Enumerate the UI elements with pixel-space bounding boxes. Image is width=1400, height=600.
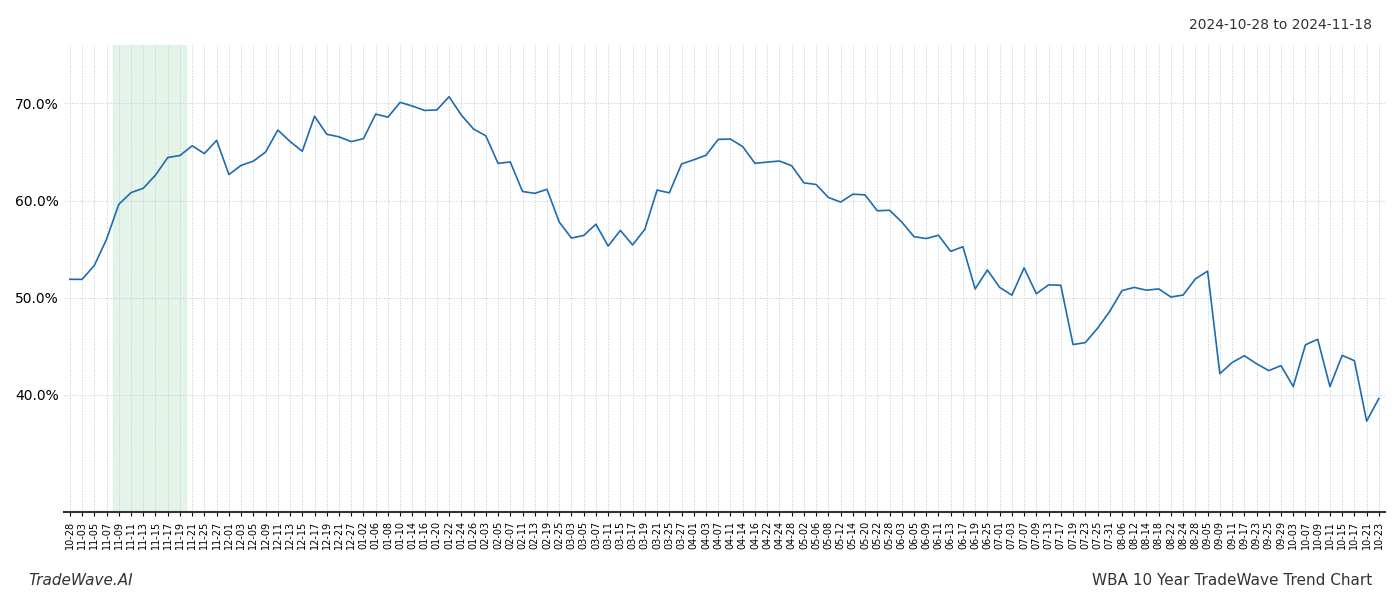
Bar bbox=[112, 45, 186, 512]
Text: 2024-10-28 to 2024-11-18: 2024-10-28 to 2024-11-18 bbox=[1189, 18, 1372, 32]
Text: TradeWave.AI: TradeWave.AI bbox=[28, 573, 133, 588]
Text: WBA 10 Year TradeWave Trend Chart: WBA 10 Year TradeWave Trend Chart bbox=[1092, 573, 1372, 588]
